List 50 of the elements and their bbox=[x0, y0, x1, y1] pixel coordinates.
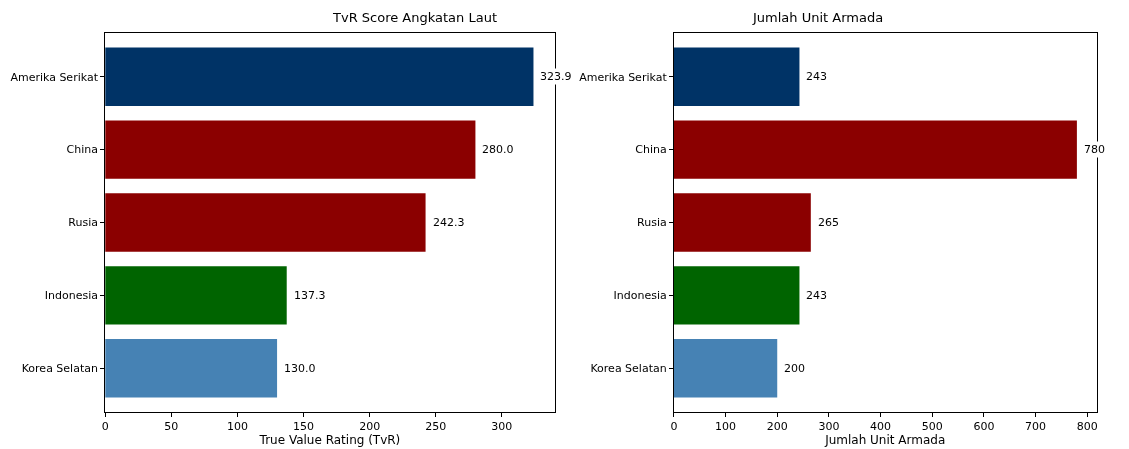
chart-title: Jumlah Unit Armada bbox=[752, 10, 884, 25]
y-tick-label: Rusia bbox=[637, 216, 667, 230]
bar bbox=[105, 47, 534, 106]
x-tick-label: 200 bbox=[766, 420, 788, 434]
x-tick-label: 800 bbox=[1076, 420, 1098, 434]
x-tick-label: 100 bbox=[715, 420, 737, 434]
bar bbox=[673, 120, 1077, 179]
x-tick-label: 0 bbox=[101, 420, 109, 434]
x-tick-label: 400 bbox=[870, 420, 892, 434]
y-tick-label: Korea Selatan bbox=[21, 362, 98, 376]
data-label: 323.9 bbox=[540, 70, 572, 83]
y-tick-label: Amerika Serikat bbox=[10, 70, 99, 84]
bar bbox=[105, 339, 278, 398]
data-label: 200 bbox=[784, 362, 805, 375]
data-label: 280.0 bbox=[482, 143, 514, 156]
x-tick-label: 600 bbox=[973, 420, 995, 434]
bar bbox=[105, 120, 476, 179]
chart-title: TvR Score Angkatan Laut bbox=[332, 10, 497, 25]
x-tick-label: 500 bbox=[921, 420, 943, 434]
x-tick-label: 50 bbox=[164, 420, 179, 434]
y-tick-label: China bbox=[635, 143, 667, 157]
x-axis-title: True Value Rating (TvR) bbox=[258, 433, 401, 448]
bar bbox=[673, 339, 778, 398]
x-tick-label: 300 bbox=[818, 420, 840, 434]
data-label: 780 bbox=[1084, 143, 1105, 156]
bar bbox=[673, 47, 800, 106]
bar bbox=[673, 193, 811, 252]
y-tick-label: Amerika Serikat bbox=[579, 70, 668, 84]
data-label: 130.0 bbox=[284, 362, 316, 375]
bar bbox=[673, 266, 800, 325]
data-label: 137.3 bbox=[294, 289, 326, 302]
x-tick-label: 300 bbox=[491, 420, 513, 434]
y-tick-label: Rusia bbox=[68, 216, 98, 230]
y-tick-label: Korea Selatan bbox=[590, 362, 667, 376]
data-label: 243 bbox=[806, 289, 827, 302]
bar bbox=[105, 266, 287, 325]
y-tick-label: Indonesia bbox=[44, 289, 98, 303]
data-label: 243 bbox=[806, 70, 827, 83]
bar bbox=[105, 193, 426, 252]
x-tick-label: 700 bbox=[1025, 420, 1047, 434]
data-label: 265 bbox=[818, 216, 839, 229]
x-tick-label: 100 bbox=[226, 420, 248, 434]
x-tick-label: 0 bbox=[670, 420, 678, 434]
x-axis-title: Jumlah Unit Armada bbox=[824, 433, 946, 448]
x-tick-label: 200 bbox=[359, 420, 381, 434]
x-tick-label: 250 bbox=[425, 420, 447, 434]
x-tick-label: 150 bbox=[293, 420, 315, 434]
y-tick-label: China bbox=[66, 143, 98, 157]
y-tick-label: Indonesia bbox=[613, 289, 667, 303]
data-label: 242.3 bbox=[433, 216, 465, 229]
